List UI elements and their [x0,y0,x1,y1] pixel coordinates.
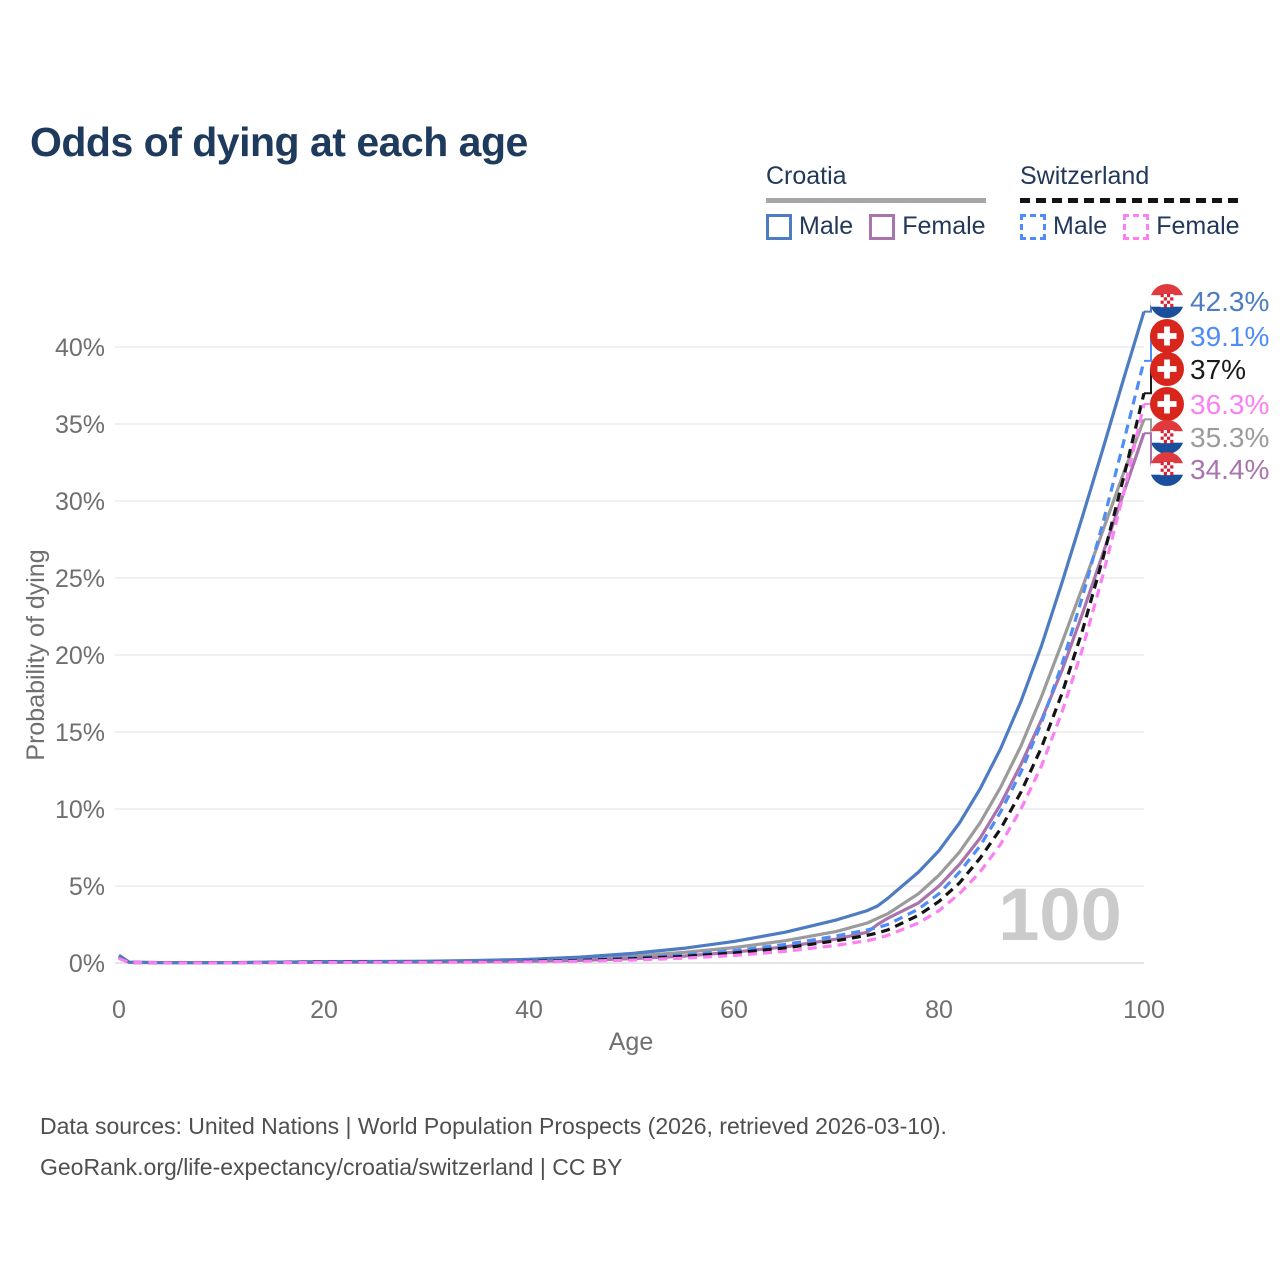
x-tick-label: 80 [925,996,953,1024]
legend-item-croatia-female[interactable]: Female [869,212,986,241]
series-line-croatia-male [118,311,1146,965]
end-value-label: 35.3% [1190,422,1269,453]
y-tick-label: 15% [55,719,105,747]
series-line-switzerland-male [118,360,1146,965]
age-watermark: 100 [998,873,1121,956]
croatia-flag-icon [1150,452,1184,486]
x-tick-label: 100 [1123,996,1165,1024]
y-tick-label: 40% [55,334,105,362]
y-tick-label: 5% [69,873,105,901]
series-line-switzerland-female [118,403,1146,965]
croatia-male-swatch [766,213,792,240]
legend-country-croatia: Croatia [766,162,847,190]
legend-label: Female [902,212,986,240]
y-tick-label: 25% [55,565,105,593]
croatia-female-swatch [869,213,896,240]
end-value-label: 37% [1190,354,1246,385]
croatia-line-sample [766,198,986,203]
legend-country-switzerland: Switzerland [1020,162,1150,190]
legend-group-switzerland: Switzerland Male Female [1020,162,1240,241]
end-value-label: 34.4% [1190,454,1269,485]
x-axis-title: Age [609,1028,653,1056]
y-tick-label: 20% [55,642,105,670]
series-line-croatia-female [118,432,1146,965]
switzerland-male-swatch [1020,213,1046,240]
y-tick-label: 30% [55,488,105,516]
data-sources-line2: GeoRank.org/life-expectancy/croatia/swit… [40,1154,623,1180]
legend-group-croatia: Croatia Male Female [766,162,986,241]
end-value-label: 42.3% [1190,286,1269,317]
switzerland-flag-icon [1150,387,1184,421]
legend-item-switzerland-female[interactable]: Female [1123,212,1240,241]
switzerland-flag-icon [1150,352,1184,386]
data-sources-line1: Data sources: United Nations | World Pop… [40,1113,947,1139]
y-axis-title: Probability of dying [22,549,50,760]
series-line-switzerland-all [118,392,1146,965]
legend-label: Male [1053,212,1108,240]
y-tick-label: 35% [55,411,105,439]
end-value-label: 36.3% [1190,389,1269,420]
legend-label: Male [799,212,854,240]
page-title: Odds of dying at each age [30,119,528,166]
x-tick-label: 40 [515,996,543,1024]
legend-item-croatia-male[interactable]: Male [766,212,853,241]
legend-item-switzerland-male[interactable]: Male [1020,212,1107,241]
y-tick-label: 10% [55,796,105,824]
end-value-label: 39.1% [1190,321,1269,352]
x-tick-label: 20 [310,996,338,1024]
y-tick-label: 0% [69,950,105,978]
switzerland-female-swatch [1123,213,1150,240]
legend-label: Female [1156,212,1240,240]
switzerland-line-sample [1020,198,1240,203]
switzerland-flag-icon [1150,319,1184,353]
data-sources: Data sources: United Nations | World Pop… [40,1106,947,1188]
croatia-flag-icon [1150,420,1184,454]
x-tick-label: 60 [720,996,748,1024]
x-tick-label: 0 [112,996,126,1024]
croatia-flag-icon [1150,284,1184,318]
